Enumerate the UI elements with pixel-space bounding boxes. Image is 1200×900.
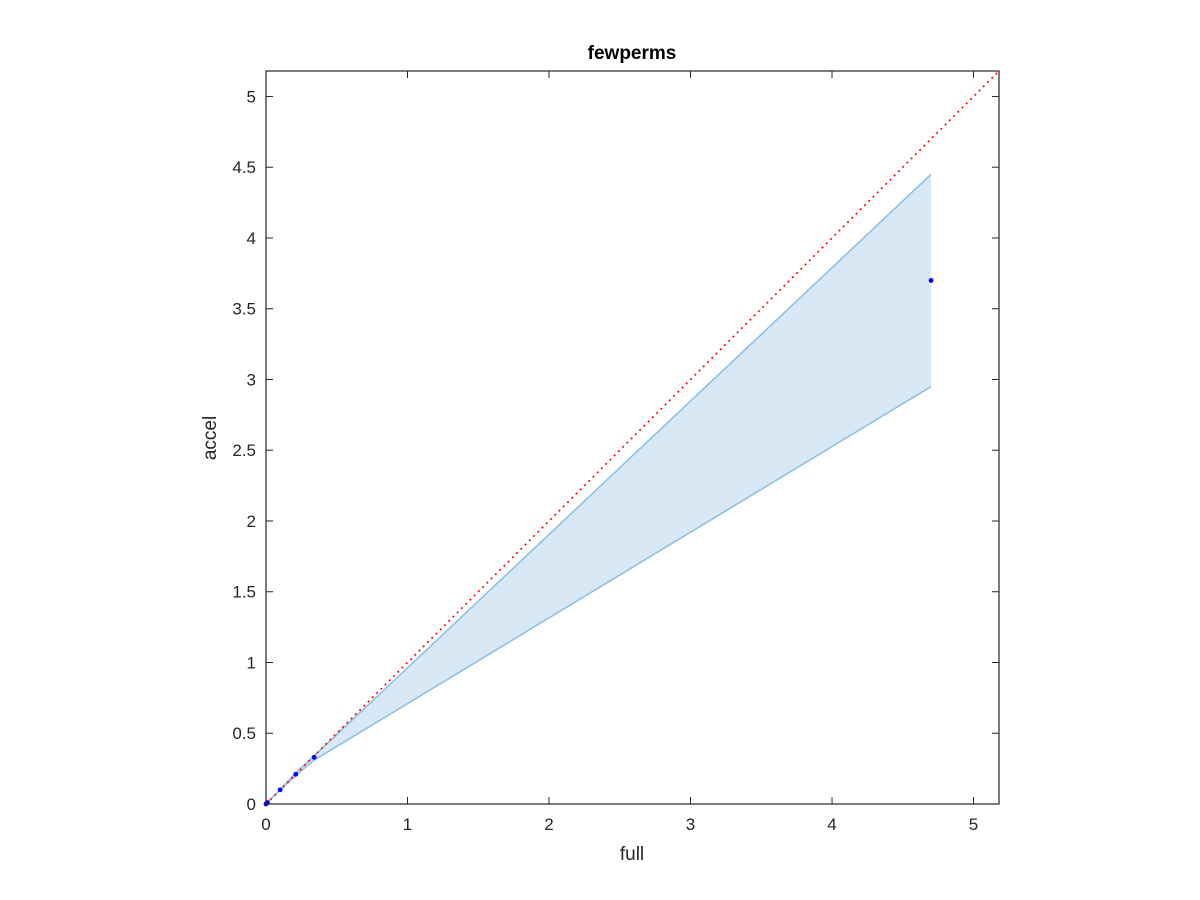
y-axis-label: accel <box>200 416 221 460</box>
axes-box <box>265 70 1000 805</box>
y-tick-label: 5 <box>247 87 256 106</box>
plot-area <box>263 70 1000 807</box>
x-tick-label: 2 <box>544 815 553 834</box>
data-point <box>928 278 934 283</box>
x-tick-label: 4 <box>827 815 836 834</box>
y-tick-label: 3 <box>247 370 256 389</box>
chart-title: fewperms <box>588 43 677 64</box>
y-tick-label: 3.5 <box>232 300 256 319</box>
band-lower-edge <box>265 385 932 805</box>
x-tick-label: 1 <box>403 815 412 834</box>
data-point <box>293 771 299 777</box>
x-tick-label: 5 <box>969 815 978 834</box>
axes: 0 1 2 3 4 5 0 0.5 1 1.5 2 2.5 3 3.5 4 4.5 5 <box>232 70 1000 834</box>
y-tick-label: 1.5 <box>232 583 256 602</box>
data-point <box>311 754 317 760</box>
reference-line <box>265 70 1000 805</box>
y-tick-label: 0.5 <box>232 724 256 743</box>
x-tick-label: 0 <box>261 815 270 834</box>
y-tick-label: 2.5 <box>232 441 256 460</box>
y-tick-label: 1 <box>247 653 256 672</box>
x-tick-label: 3 <box>686 815 695 834</box>
y-tick-label: 4 <box>247 229 256 248</box>
y-tick-label: 0 <box>247 795 256 814</box>
x-axis-label: full <box>620 844 644 865</box>
data-point <box>277 787 283 793</box>
y-tick-label: 4.5 <box>232 158 256 177</box>
y-tick-label: 2 <box>247 512 256 531</box>
